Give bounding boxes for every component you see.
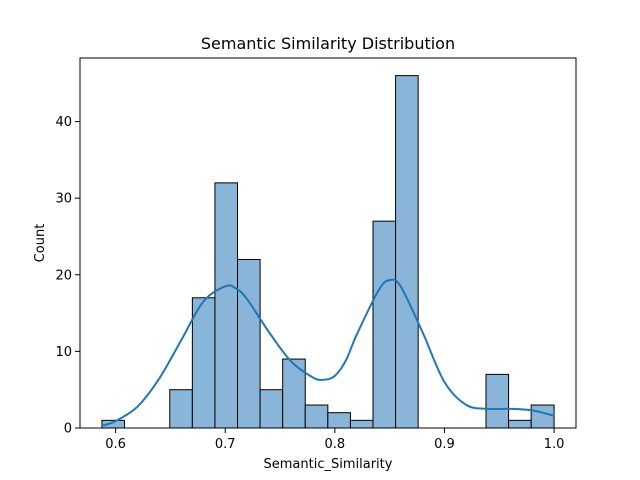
x-axis-label: Semantic_Similarity bbox=[264, 457, 393, 472]
histogram-bar bbox=[169, 389, 193, 429]
histogram-bar bbox=[237, 258, 261, 429]
histogram-bar bbox=[372, 220, 397, 429]
histogram-bar bbox=[214, 182, 239, 429]
chart-title: Semantic Similarity Distribution bbox=[201, 34, 455, 53]
x-tick-label: 0.7 bbox=[215, 437, 236, 452]
histogram-bar bbox=[395, 75, 419, 429]
histogram-bar bbox=[485, 373, 510, 429]
histogram-bar bbox=[508, 419, 532, 429]
y-tick-label: 40 bbox=[55, 115, 72, 130]
histogram-bar bbox=[259, 389, 284, 429]
histogram-bar bbox=[349, 419, 374, 429]
x-tick-label: 0.8 bbox=[325, 437, 346, 452]
x-tick-label: 0.6 bbox=[105, 437, 126, 452]
histogram-bar bbox=[191, 297, 216, 429]
x-axis-ticks: 0.6 0.7 0.8 0.9 1.0 bbox=[105, 428, 564, 452]
y-tick-label: 20 bbox=[55, 268, 72, 283]
histogram-bar bbox=[530, 404, 555, 429]
y-axis-label: Count bbox=[33, 224, 48, 263]
plot-frame bbox=[79, 57, 577, 429]
y-tick-label: 10 bbox=[55, 345, 72, 360]
histogram-bars bbox=[101, 75, 555, 429]
x-tick-label: 0.9 bbox=[434, 437, 455, 452]
y-tick-label: 30 bbox=[55, 192, 72, 207]
histogram-bar bbox=[304, 404, 329, 429]
histogram-bar bbox=[327, 412, 351, 429]
kde-curve bbox=[101, 278, 555, 427]
x-tick-label: 1.0 bbox=[544, 437, 565, 452]
y-tick-label: 0 bbox=[64, 422, 72, 437]
y-axis-ticks: 0 10 20 30 40 bbox=[55, 115, 80, 437]
